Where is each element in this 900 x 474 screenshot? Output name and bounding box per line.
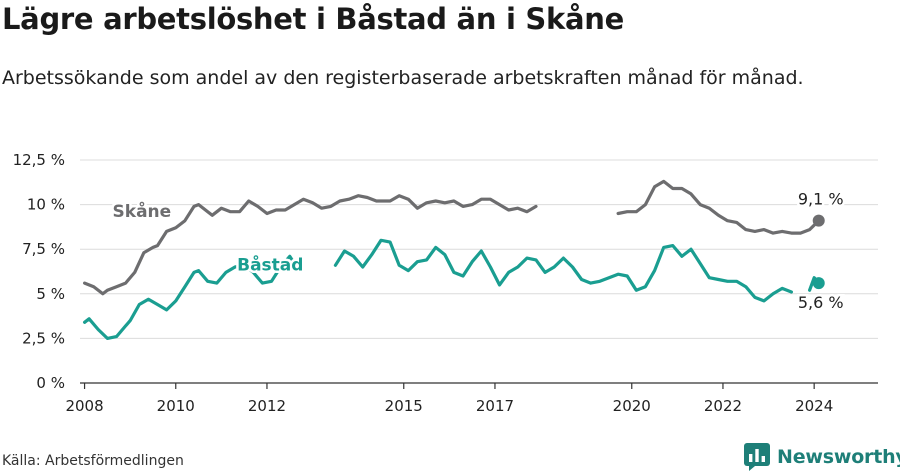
series-line-skane <box>83 179 821 296</box>
series-endpoint-bastad <box>812 277 825 290</box>
end-value-label-skane: 9,1 % <box>798 190 844 209</box>
y-tick-label: 12,5 % <box>13 151 65 169</box>
chart-title: Lägre arbetslöshet i Båstad än i Skåne <box>2 2 624 36</box>
x-tick-label: 2012 <box>248 397 286 415</box>
y-tick-label: 0 % <box>36 374 65 392</box>
x-tick-label: 2020 <box>613 397 651 415</box>
x-tick-label: 2017 <box>476 397 514 415</box>
y-tick-label: 7,5 % <box>22 240 65 258</box>
x-tick-label: 2024 <box>795 397 833 415</box>
x-tick-label: 2015 <box>385 397 423 415</box>
y-tick-label: 10 % <box>27 196 65 214</box>
y-axis-ticks: 0 % 2,5 % 5 % 7,5 % 10 % 12,5 % <box>13 151 65 392</box>
x-axis: 2008 2010 2012 2015 2017 2020 2022 2024 <box>65 382 878 415</box>
brand-logo: Newsworthy <box>744 442 900 472</box>
brand-name: Newsworthy <box>777 446 900 468</box>
source-note: Källa: Arbetsförmedlingen <box>2 453 184 469</box>
end-value-label-bastad: 5,6 % <box>798 293 844 312</box>
series-label-skane: Skåne <box>113 200 172 222</box>
series-lines <box>83 179 825 340</box>
y-tick-label: 5 % <box>36 285 65 303</box>
x-tick-label: 2010 <box>157 397 195 415</box>
gridlines <box>80 159 878 339</box>
series-label-bastad: Båstad <box>237 254 303 276</box>
series-labels: Skåne 9,1 % Båstad 5,6 % <box>110 187 846 314</box>
x-tick-label: 2022 <box>704 397 742 415</box>
series-endpoint-skane <box>812 214 825 227</box>
chart-subtitle: Arbetssökande som andel av den registerb… <box>2 67 804 89</box>
series-line-bastad <box>83 238 821 340</box>
y-tick-label: 2,5 % <box>22 329 65 347</box>
newsworthy-logo-icon <box>744 443 770 471</box>
x-tick-label: 2008 <box>65 397 103 415</box>
